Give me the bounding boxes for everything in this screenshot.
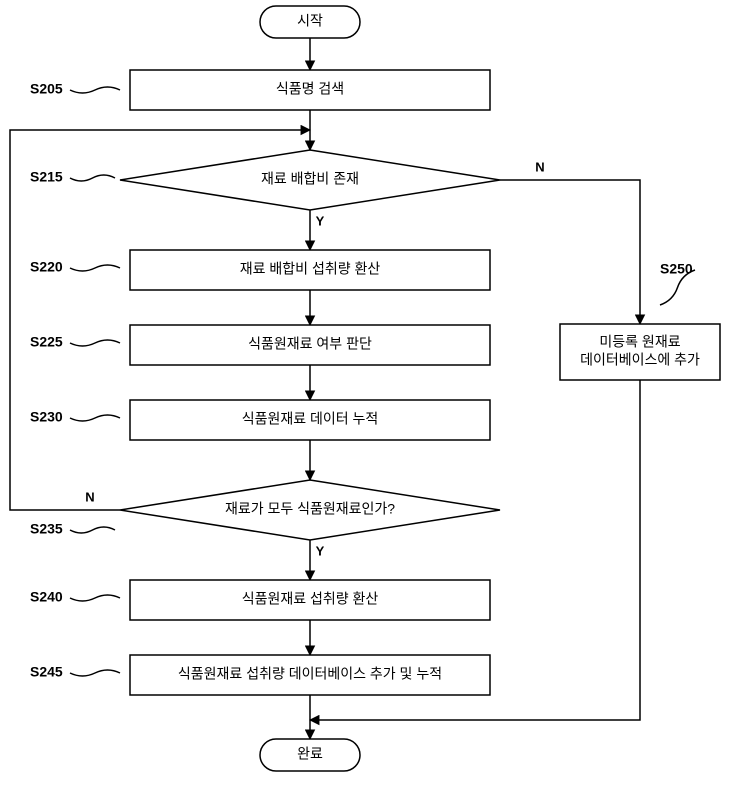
branch-label: N bbox=[535, 159, 544, 174]
reference-squiggle bbox=[70, 87, 120, 93]
node-label: 재료가 모두 식품원재료인가? bbox=[225, 501, 395, 517]
branch-label: Y bbox=[316, 543, 325, 558]
node-label: 식품원재료 데이터 누적 bbox=[242, 411, 379, 427]
reference-squiggle bbox=[70, 527, 115, 533]
node-s220: 재료 배합비 섭취량 환산 bbox=[130, 250, 490, 290]
step-label: S220 bbox=[30, 259, 63, 275]
node-label: 완료 bbox=[297, 746, 323, 762]
step-label: S235 bbox=[30, 521, 63, 537]
branch-label: Y bbox=[316, 213, 325, 228]
node-label: 데이터베이스에 추가 bbox=[580, 352, 700, 368]
step-label: S240 bbox=[30, 589, 63, 605]
node-s250: 미등록 원재료데이터베이스에 추가 bbox=[560, 324, 720, 380]
step-label: S215 bbox=[30, 169, 63, 185]
flow-edge bbox=[500, 180, 640, 324]
step-label: S205 bbox=[30, 81, 63, 97]
node-label: 식품명 검색 bbox=[276, 81, 344, 97]
node-s240: 식품원재료 섭취량 환산 bbox=[130, 580, 490, 620]
step-label: S245 bbox=[30, 664, 63, 680]
reference-squiggle bbox=[70, 670, 120, 676]
reference-squiggle bbox=[70, 415, 120, 421]
reference-squiggle bbox=[70, 595, 120, 601]
node-s205: 식품명 검색 bbox=[130, 70, 490, 110]
step-label: S250 bbox=[660, 261, 693, 277]
node-label: 식품원재료 여부 판단 bbox=[248, 336, 372, 352]
node-label: 식품원재료 섭취량 환산 bbox=[242, 591, 379, 607]
step-label: S230 bbox=[30, 409, 63, 425]
reference-squiggle bbox=[70, 265, 120, 271]
reference-squiggle bbox=[70, 175, 115, 181]
node-s235: 재료가 모두 식품원재료인가? bbox=[120, 480, 500, 540]
node-label: 식품원재료 섭취량 데이터베이스 추가 및 누적 bbox=[178, 666, 442, 682]
node-label: 재료 배합비 존재 bbox=[261, 171, 359, 187]
node-s245: 식품원재료 섭취량 데이터베이스 추가 및 누적 bbox=[130, 655, 490, 695]
node-label: 재료 배합비 섭취량 환산 bbox=[240, 261, 381, 277]
step-label: S225 bbox=[30, 334, 63, 350]
node-label: 미등록 원재료 bbox=[599, 334, 680, 350]
node-s225: 식품원재료 여부 판단 bbox=[130, 325, 490, 365]
node-label: 시작 bbox=[297, 13, 323, 29]
node-start: 시작 bbox=[260, 6, 360, 38]
reference-squiggle bbox=[70, 340, 120, 346]
branch-label: N bbox=[85, 489, 94, 504]
node-s215: 재료 배합비 존재 bbox=[120, 150, 500, 210]
node-end: 완료 bbox=[260, 739, 360, 771]
node-s230: 식품원재료 데이터 누적 bbox=[130, 400, 490, 440]
